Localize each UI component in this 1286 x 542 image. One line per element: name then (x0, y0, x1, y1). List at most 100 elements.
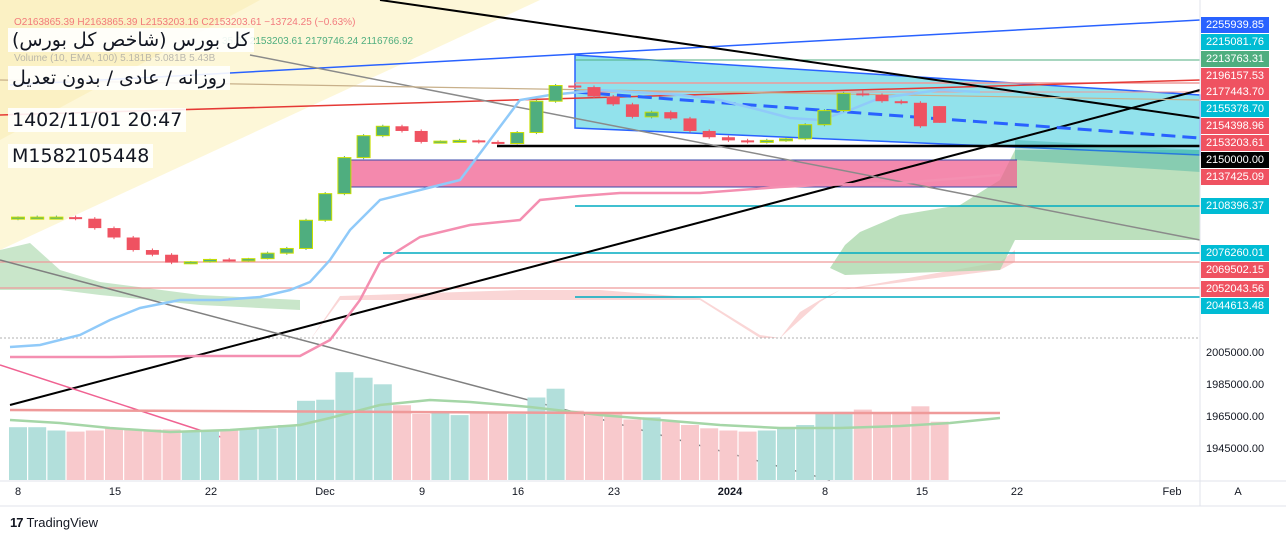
candle[interactable] (126, 237, 140, 251)
candle[interactable] (260, 252, 275, 260)
tradingview-logo-icon: 17 (10, 515, 24, 530)
candle[interactable] (759, 139, 774, 143)
blue-ma-line (9, 88, 981, 349)
candle[interactable] (664, 112, 678, 119)
volume-bar (527, 397, 546, 480)
candle[interactable] (933, 106, 947, 123)
volume-bar (565, 410, 584, 480)
candle[interactable] (721, 137, 735, 141)
candle[interactable] (510, 132, 525, 145)
time-axis-tick: Dec (315, 486, 335, 498)
volume-bar (105, 428, 123, 480)
candle[interactable] (856, 93, 870, 96)
cloud-green-region (830, 150, 1200, 275)
candle[interactable] (241, 258, 256, 262)
candle[interactable] (741, 140, 755, 143)
candle[interactable] (356, 135, 371, 159)
candle[interactable] (337, 157, 352, 195)
candle[interactable] (894, 101, 908, 104)
candle[interactable] (548, 85, 563, 102)
volume-bar (258, 428, 277, 480)
candle[interactable] (375, 125, 390, 137)
volume-bar (354, 377, 373, 480)
candle[interactable] (452, 139, 467, 143)
time-axis-tick: 23 (607, 486, 621, 498)
price-label: 2150000.00 (1201, 152, 1269, 168)
time-axis-tick: 8 (14, 486, 22, 498)
volume-bar (124, 429, 143, 480)
volume-bar (911, 406, 930, 480)
candle[interactable] (299, 219, 313, 249)
volume-bar (585, 412, 603, 480)
volume-bar (508, 414, 527, 480)
candle[interactable] (606, 96, 620, 105)
volume-bar (28, 427, 47, 480)
candle[interactable] (88, 218, 102, 229)
candle[interactable] (279, 247, 294, 254)
candle[interactable] (683, 118, 697, 131)
candle[interactable] (702, 130, 716, 138)
candle[interactable] (203, 258, 217, 263)
candle[interactable] (30, 216, 45, 220)
candle[interactable] (472, 140, 486, 143)
time-axis-tick: Feb (1162, 486, 1182, 498)
price-label: 2154398.96 (1201, 118, 1269, 134)
time-axis-tick: 22 (204, 486, 218, 498)
pink-trendline (0, 364, 231, 441)
candle[interactable] (779, 138, 793, 142)
price-axis-tick: 2005000.00 (1206, 347, 1265, 359)
candle[interactable] (414, 130, 428, 142)
volume-ma-green (9, 398, 1001, 434)
volume-bar (623, 419, 642, 480)
price-label: 2076260.01 (1201, 245, 1269, 261)
volume-bar (47, 430, 66, 480)
candle[interactable] (817, 110, 832, 126)
candle[interactable] (798, 124, 813, 140)
volume-bar (546, 388, 565, 480)
candle[interactable] (644, 111, 659, 118)
candle[interactable] (491, 141, 505, 144)
auto-scale-button[interactable]: A (1234, 486, 1242, 498)
volume-bar (9, 427, 27, 480)
candle[interactable] (222, 259, 236, 262)
volume-bar (85, 430, 104, 480)
volume-bar (162, 429, 181, 480)
price-label: 2153203.61 (1201, 135, 1269, 151)
candle[interactable] (529, 100, 544, 134)
candle[interactable] (587, 87, 601, 97)
candle[interactable] (318, 193, 333, 221)
candle[interactable] (395, 126, 409, 131)
volume-ma-red (9, 408, 1000, 415)
price-axis-tick: 1965000.00 (1206, 411, 1265, 423)
tradingview-name: TradingView (26, 515, 99, 530)
volume-bar (642, 417, 661, 480)
candle[interactable] (568, 85, 582, 88)
candle[interactable] (165, 254, 179, 263)
candle[interactable] (875, 94, 889, 102)
candle[interactable] (433, 140, 448, 144)
tradingview-branding[interactable]: 17 TradingView (10, 515, 98, 530)
price-label: 2213763.31 (1201, 51, 1269, 67)
candle[interactable] (69, 217, 83, 220)
candle[interactable] (11, 216, 25, 220)
time-axis-tick: 16 (511, 486, 525, 498)
price-label: 2196157.53 (1201, 68, 1269, 84)
candle[interactable] (183, 261, 198, 265)
volume-bar (393, 405, 411, 480)
volume-bar (66, 431, 85, 480)
legend-volume: Volume (10, EMA, 100) 5.181B 5.081B 5.43… (14, 53, 216, 64)
candle[interactable] (625, 104, 639, 117)
candle[interactable] (107, 228, 121, 238)
price-label: 2215081.76 (1201, 34, 1269, 50)
volume-bar (719, 430, 738, 480)
volume-bar (757, 430, 776, 480)
volume-bar (796, 425, 815, 480)
candle[interactable] (145, 250, 159, 255)
candle[interactable] (836, 92, 851, 112)
volume-bar (220, 430, 239, 480)
volume-bar (239, 429, 258, 480)
candle[interactable] (913, 102, 927, 127)
volume-bar (777, 428, 795, 480)
candle[interactable] (49, 216, 64, 220)
